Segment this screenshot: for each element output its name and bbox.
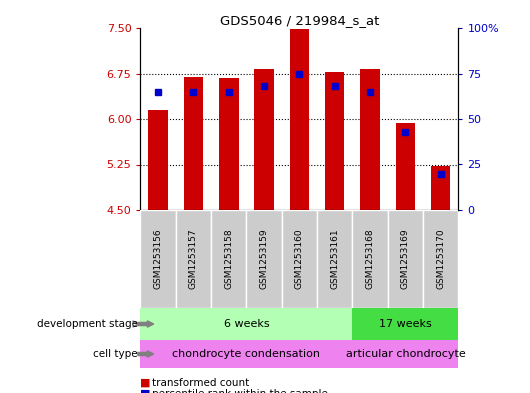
Text: GSM1253168: GSM1253168 [366, 229, 375, 289]
Text: chondrocyte condensation: chondrocyte condensation [172, 349, 321, 359]
Text: articular chondrocyte: articular chondrocyte [346, 349, 465, 359]
Bar [325, 72, 344, 210]
Text: transformed count: transformed count [152, 378, 249, 388]
Bar [254, 69, 274, 210]
Bar [282, 210, 317, 308]
Bar [352, 308, 458, 340]
Bar [352, 210, 388, 308]
Bar [148, 110, 168, 210]
Text: GSM1253159: GSM1253159 [260, 229, 269, 289]
Bar [431, 166, 450, 210]
Bar [246, 210, 282, 308]
Text: percentile rank within the sample: percentile rank within the sample [152, 389, 328, 393]
Text: 17 weeks: 17 weeks [379, 319, 432, 329]
Bar [211, 210, 246, 308]
Bar [290, 29, 309, 210]
Text: GSM1253158: GSM1253158 [224, 229, 233, 289]
Title: GDS5046 / 219984_s_at: GDS5046 / 219984_s_at [220, 14, 379, 27]
Bar [184, 77, 203, 210]
Text: ■: ■ [140, 389, 151, 393]
Bar [140, 340, 352, 368]
Bar [423, 210, 458, 308]
Bar [317, 210, 352, 308]
Text: GSM1253170: GSM1253170 [436, 229, 445, 289]
Text: development stage: development stage [37, 319, 138, 329]
Bar [219, 78, 238, 210]
Text: GSM1253156: GSM1253156 [154, 229, 163, 289]
Bar [352, 340, 458, 368]
Text: 6 weeks: 6 weeks [224, 319, 269, 329]
Bar [176, 210, 211, 308]
Text: GSM1253169: GSM1253169 [401, 229, 410, 289]
Bar [396, 123, 415, 210]
Text: GSM1253161: GSM1253161 [330, 229, 339, 289]
Bar [388, 210, 423, 308]
Text: GSM1253160: GSM1253160 [295, 229, 304, 289]
Bar [360, 69, 380, 210]
Bar [140, 308, 352, 340]
Text: ■: ■ [140, 378, 151, 388]
Bar [140, 210, 176, 308]
Text: GSM1253157: GSM1253157 [189, 229, 198, 289]
Text: cell type: cell type [93, 349, 138, 359]
